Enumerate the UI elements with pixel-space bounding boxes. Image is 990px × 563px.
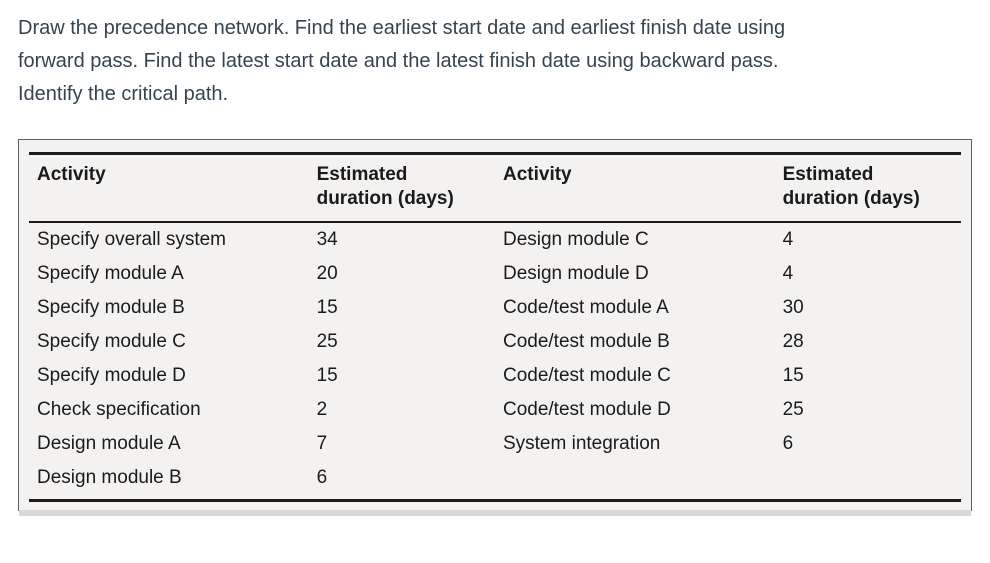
cell-activity: Design module C xyxy=(495,222,775,257)
cell-duration: 25 xyxy=(309,325,495,359)
cell-duration: 25 xyxy=(775,393,961,427)
table-row: Design module B 6 xyxy=(29,461,961,501)
cell-duration: 28 xyxy=(775,325,961,359)
header-text: Activity xyxy=(37,164,106,185)
activity-table-frame: Activity Estimated duration (days) Activ… xyxy=(18,139,972,511)
table-row: Design module A 7 System integration 6 xyxy=(29,427,961,461)
cell-activity: Design module D xyxy=(495,257,775,291)
cell-duration: 2 xyxy=(309,393,495,427)
col-header-duration-left: Estimated duration (days) xyxy=(309,154,495,222)
cell-duration xyxy=(775,461,961,501)
cell-duration: 6 xyxy=(775,427,961,461)
cell-activity xyxy=(495,461,775,501)
cell-duration: 7 xyxy=(309,427,495,461)
cell-activity: Design module A xyxy=(29,427,309,461)
header-text: Estimated xyxy=(783,164,874,185)
cell-duration: 20 xyxy=(309,257,495,291)
cell-duration: 15 xyxy=(775,359,961,393)
col-header-duration-right: Estimated duration (days) xyxy=(775,154,961,222)
cell-activity: Check specification xyxy=(29,393,309,427)
intro-line-1: Draw the precedence network. Find the ea… xyxy=(18,17,785,39)
intro-line-2: forward pass. Find the latest start date… xyxy=(18,50,778,72)
cell-activity: Specify module D xyxy=(29,359,309,393)
cell-activity: Specify module C xyxy=(29,325,309,359)
table-row: Specify module A 20 Design module D 4 xyxy=(29,257,961,291)
cell-duration: 30 xyxy=(775,291,961,325)
cell-activity: Specify module A xyxy=(29,257,309,291)
table-row: Specify module D 15 Code/test module C 1… xyxy=(29,359,961,393)
cell-activity: System integration xyxy=(495,427,775,461)
question-text: Draw the precedence network. Find the ea… xyxy=(18,12,972,111)
header-text: Activity xyxy=(503,164,572,185)
cell-duration: 4 xyxy=(775,222,961,257)
cell-activity: Specify overall system xyxy=(29,222,309,257)
cell-duration: 34 xyxy=(309,222,495,257)
cell-duration: 15 xyxy=(309,359,495,393)
header-text: duration (days) xyxy=(783,188,920,209)
table-body: Specify overall system 34 Design module … xyxy=(29,222,961,501)
cell-duration: 4 xyxy=(775,257,961,291)
col-header-activity-right: Activity xyxy=(495,154,775,222)
col-header-activity-left: Activity xyxy=(29,154,309,222)
cell-activity: Specify module B xyxy=(29,291,309,325)
activity-table: Activity Estimated duration (days) Activ… xyxy=(29,152,961,502)
cell-activity: Code/test module C xyxy=(495,359,775,393)
cell-duration: 6 xyxy=(309,461,495,501)
cell-activity: Code/test module D xyxy=(495,393,775,427)
intro-line-3: Identify the critical path. xyxy=(18,83,228,105)
table-row: Specify module C 25 Code/test module B 2… xyxy=(29,325,961,359)
table-row: Check specification 2 Code/test module D… xyxy=(29,393,961,427)
cell-activity: Design module B xyxy=(29,461,309,501)
cell-activity: Code/test module B xyxy=(495,325,775,359)
header-text: duration (days) xyxy=(317,188,454,209)
table-row: Specify module B 15 Code/test module A 3… xyxy=(29,291,961,325)
cell-activity: Code/test module A xyxy=(495,291,775,325)
table-header-row: Activity Estimated duration (days) Activ… xyxy=(29,154,961,222)
table-row: Specify overall system 34 Design module … xyxy=(29,222,961,257)
header-text: Estimated xyxy=(317,164,408,185)
cell-duration: 15 xyxy=(309,291,495,325)
